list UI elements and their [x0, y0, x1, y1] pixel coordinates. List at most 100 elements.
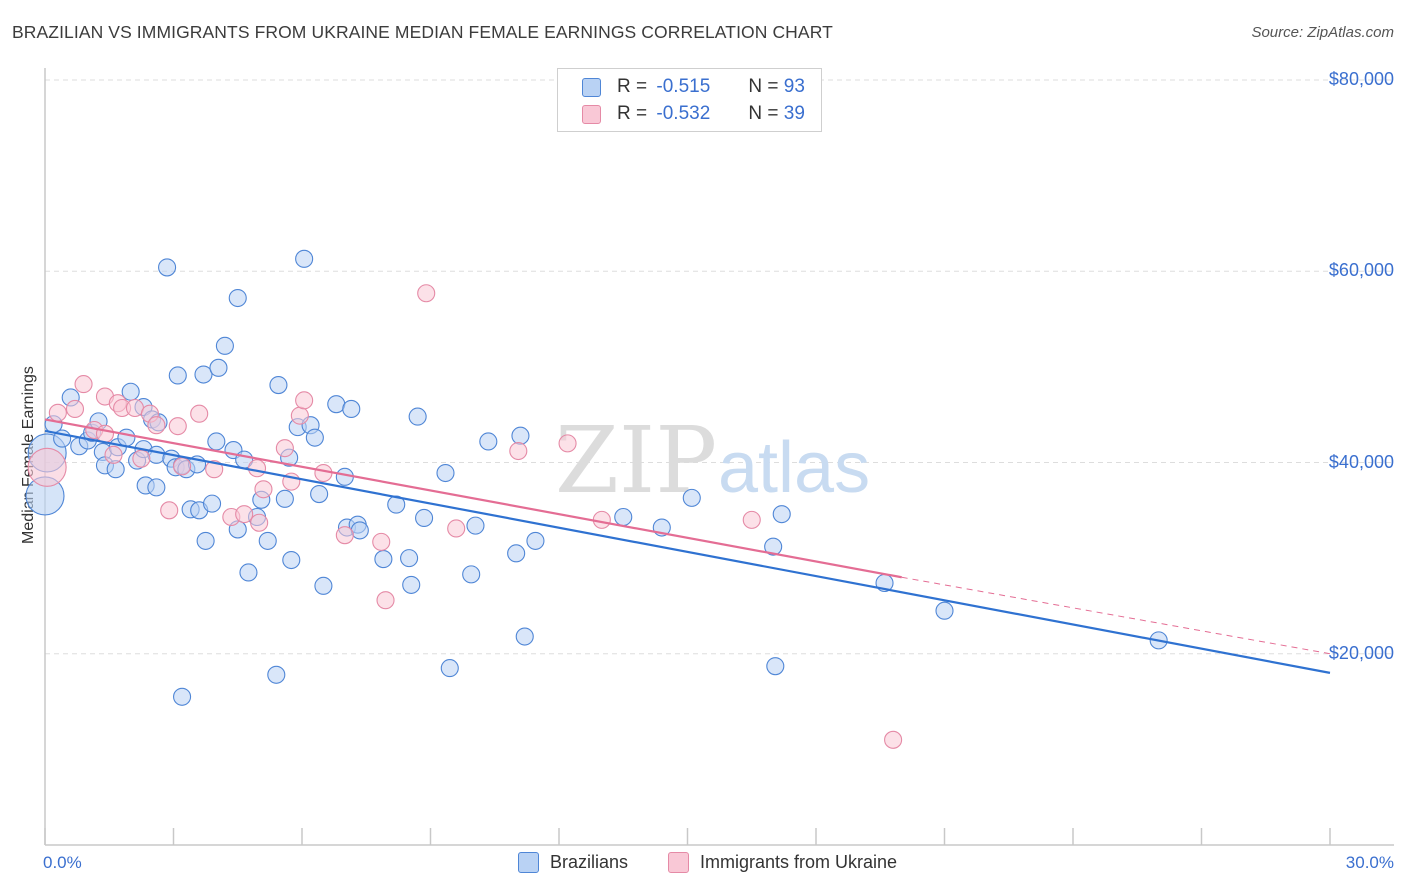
correlation-stats-box: R = -0.515 N = 93 R = -0.532 N = 39	[557, 68, 822, 132]
brazilians-point	[194, 365, 213, 384]
brazilians-point	[402, 575, 421, 594]
n-label: N =	[748, 76, 779, 97]
ukraine-point	[160, 501, 179, 520]
ukraine-trend-extension	[901, 576, 1331, 655]
brazilians-point	[466, 516, 485, 535]
legend-item-ukraine[interactable]: Immigrants from Ukraine	[668, 852, 897, 873]
ukraine-point	[190, 404, 209, 423]
y-tick-label: $20,000	[1328, 642, 1394, 663]
ukraine-point	[290, 406, 309, 425]
brazilians-point	[342, 399, 361, 419]
y-tick-label: $60,000	[1328, 260, 1394, 281]
ukraine-point	[250, 513, 269, 532]
ukraine-point	[376, 591, 395, 610]
brazilians-point	[400, 549, 419, 568]
brazilians-point	[196, 531, 215, 550]
brazilians-point	[282, 550, 301, 570]
brazilians-point	[168, 366, 187, 385]
n-label: N =	[748, 103, 779, 124]
brazilians-point	[764, 537, 783, 556]
brazilians-point	[682, 488, 701, 507]
stat-row-ukraine: R = -0.532 N = 39	[582, 102, 805, 126]
ukraine-point	[295, 391, 314, 410]
ukraine-point	[247, 459, 267, 478]
ukraine-point	[205, 460, 224, 479]
ukraine-point	[74, 375, 93, 394]
brazilians-point	[415, 508, 434, 528]
legend-label: Brazilians	[550, 852, 629, 872]
chart-title: BRAZILIAN VS IMMIGRANTS FROM UKRAINE MED…	[12, 22, 833, 42]
ukraine-point	[173, 457, 192, 476]
watermark: ZIP atlas	[555, 407, 870, 514]
brazilians-point	[173, 687, 192, 706]
brazilians-point	[350, 521, 369, 540]
brazilians-point	[269, 375, 288, 395]
brazilians-point	[158, 258, 177, 277]
n-value: 93	[783, 76, 805, 97]
brazilians-point	[327, 395, 346, 414]
brazilians-point	[436, 463, 455, 483]
ukraine-point	[558, 434, 577, 453]
brazilians-point	[147, 478, 166, 497]
source-credit: Source: ZipAtlas.com	[1251, 24, 1394, 41]
brazilians-point	[408, 407, 427, 426]
ukraine-swatch	[582, 104, 601, 124]
ukraine-point	[65, 399, 85, 419]
ukraine-point	[254, 480, 273, 499]
trend-lines	[44, 418, 1331, 674]
ukraine-points	[27, 284, 903, 749]
brazilians-point	[479, 432, 498, 451]
brazilians-point	[314, 576, 333, 595]
brazilians-point	[239, 563, 258, 582]
x-tick-label-max: 30.0%	[1345, 853, 1394, 872]
ukraine-point	[104, 445, 123, 464]
ukraine-point	[447, 519, 466, 538]
brazilians-point	[228, 288, 247, 308]
brazilians-point	[267, 665, 286, 684]
ukraine-point	[132, 449, 151, 468]
ukraine-point	[275, 439, 294, 458]
ukraine-point	[48, 403, 67, 422]
brazilians-point	[275, 489, 294, 508]
r-label: R =	[617, 76, 648, 97]
brazilians-point	[209, 358, 228, 377]
ukraine-legend-swatch	[668, 852, 689, 873]
y-tick-label: $40,000	[1328, 451, 1394, 472]
brazilians-point	[440, 659, 459, 678]
ukraine-point	[884, 730, 903, 749]
ukraine-point	[509, 441, 528, 461]
brazilians-point	[203, 494, 222, 513]
legend-item-brazilians[interactable]: Brazilians	[518, 852, 628, 873]
brazilians-point	[772, 505, 791, 524]
ukraine-point	[27, 447, 67, 487]
brazilians-point	[462, 565, 481, 584]
r-value: -0.515	[656, 76, 711, 97]
brazilians-point	[614, 507, 633, 527]
brazilians-point	[310, 485, 329, 504]
brazilians-swatch	[582, 77, 601, 97]
brazilians-point	[305, 428, 324, 447]
ukraine-point	[147, 416, 166, 435]
brazilians-point	[215, 336, 234, 355]
ukraine-trend-line	[44, 418, 902, 579]
ukraine-point	[95, 424, 115, 443]
ukraine-point	[742, 510, 761, 529]
y-tick-label: $80,000	[1328, 69, 1394, 89]
brazilians-point	[374, 550, 393, 569]
brazilians-point	[147, 445, 166, 464]
brazilians-point	[526, 531, 545, 550]
ukraine-point	[372, 532, 391, 551]
legend-label: Immigrants from Ukraine	[700, 852, 898, 872]
n-value: 39	[783, 103, 805, 124]
brazilians-point	[507, 544, 526, 563]
x-tick-label-min: 0.0%	[43, 853, 82, 872]
ukraine-point	[314, 463, 333, 483]
brazilians-point	[207, 432, 226, 451]
brazilians-point	[935, 601, 954, 620]
brazilians-point	[766, 657, 785, 676]
ukraine-point	[168, 417, 187, 436]
ukraine-point	[417, 284, 436, 303]
r-label: R =	[617, 103, 648, 124]
watermark-atlas: atlas	[718, 428, 870, 508]
